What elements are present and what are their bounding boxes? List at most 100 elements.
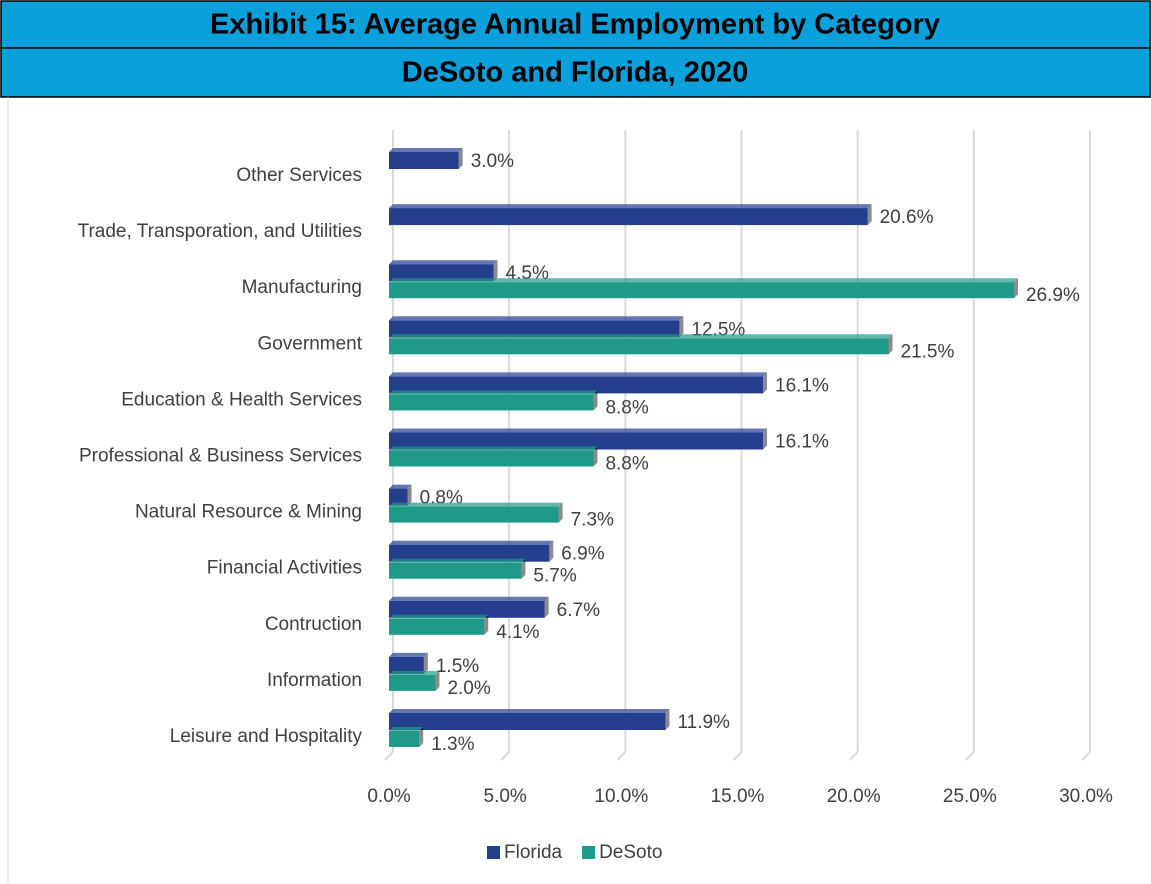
- bar-top: [389, 334, 893, 339]
- value-label: 16.1%: [775, 375, 829, 396]
- bar: [389, 562, 522, 579]
- bar: [389, 208, 868, 226]
- bar-top: [389, 502, 563, 507]
- bar-top: [389, 709, 670, 713]
- bar-top: [389, 204, 872, 209]
- grid-base: [616, 751, 627, 761]
- bar-top: [389, 390, 598, 395]
- bar-top: [389, 596, 549, 601]
- value-label: 26.9%: [1026, 285, 1080, 306]
- bar: [389, 320, 680, 338]
- bar-top: [389, 727, 424, 731]
- bar-top: [389, 652, 428, 657]
- y-tick-label: Contruction: [265, 614, 362, 635]
- bar-top: [389, 372, 768, 377]
- grid-base: [384, 751, 394, 761]
- bar-cap: [558, 502, 563, 523]
- y-tick-label: Trade, Transporation, and Utilities: [78, 221, 362, 242]
- bar-cap: [763, 372, 768, 394]
- value-label: 20.6%: [880, 207, 934, 228]
- bar-top: [389, 540, 554, 545]
- bar-cap: [549, 540, 554, 562]
- bar-top: [389, 278, 1018, 283]
- bar: [389, 618, 485, 635]
- y-tick-label: Education & Health Services: [121, 389, 362, 410]
- y-tick-label: Government: [257, 333, 362, 354]
- value-label: 21.5%: [901, 341, 955, 362]
- bar-cap: [423, 652, 428, 674]
- bar-top: [389, 446, 598, 451]
- value-label: 1.3%: [431, 734, 474, 755]
- bar-cap: [544, 596, 549, 618]
- bar-top: [389, 484, 412, 489]
- value-label: 8.8%: [605, 397, 648, 418]
- bar-cap: [419, 727, 424, 747]
- x-tick-label: 15.0%: [711, 786, 765, 807]
- grid-base: [965, 751, 975, 761]
- bar-top: [389, 148, 463, 152]
- grid-base: [732, 751, 743, 761]
- bar-cap: [665, 709, 670, 730]
- bar: [389, 506, 559, 523]
- title-band: [0, 0, 1151, 49]
- bar: [389, 731, 420, 747]
- grid-base: [848, 751, 859, 761]
- x-tick-label: 5.0%: [484, 786, 527, 807]
- grid-base: [1081, 751, 1091, 761]
- bar: [389, 488, 408, 506]
- bar-top: [389, 614, 489, 619]
- value-label: 6.9%: [561, 544, 604, 565]
- y-tick-label: Leisure and Hospitality: [170, 726, 363, 747]
- bar: [389, 282, 1014, 299]
- bar: [389, 338, 889, 355]
- bar-top: [389, 428, 768, 433]
- bar: [389, 432, 764, 450]
- value-label: 16.1%: [775, 432, 829, 453]
- bar-cap: [763, 428, 768, 450]
- bar: [389, 713, 666, 730]
- bar: [389, 656, 424, 674]
- x-tick-label: 10.0%: [594, 786, 648, 807]
- bar-cap: [521, 558, 526, 579]
- bar-cap: [867, 204, 872, 226]
- value-label: 4.1%: [496, 622, 539, 643]
- x-tick-label: 0.0%: [367, 786, 410, 807]
- y-tick-label: Other Services: [236, 165, 362, 186]
- value-label: 5.7%: [533, 566, 576, 587]
- x-tick-label: 20.0%: [827, 786, 881, 807]
- value-label: 8.8%: [605, 454, 648, 475]
- bar-top: [389, 260, 498, 265]
- bar-cap: [484, 614, 489, 635]
- bar: [389, 600, 545, 618]
- subtitle-band: [0, 47, 1151, 98]
- value-label: 2.0%: [447, 678, 490, 699]
- value-label: 3.0%: [471, 151, 514, 172]
- legend-label: Florida: [504, 842, 563, 863]
- bar: [389, 450, 594, 467]
- x-tick-label: 25.0%: [943, 786, 997, 807]
- bar-cap: [1013, 278, 1018, 299]
- y-tick-label: Manufacturing: [242, 277, 362, 298]
- bar-cap: [593, 446, 598, 467]
- bar-cap: [593, 390, 598, 411]
- bar-top: [389, 670, 440, 675]
- bar-cap: [679, 316, 684, 338]
- value-label: 1.5%: [436, 656, 479, 677]
- grid-base: [500, 751, 510, 761]
- bar: [389, 674, 436, 691]
- chart-subtitle: DeSoto and Florida, 2020: [402, 57, 748, 89]
- bar-cap: [493, 260, 498, 282]
- y-tick-label: Information: [267, 670, 362, 691]
- bar: [389, 264, 494, 282]
- chart-title: Exhibit 15: Average Annual Employment by…: [210, 9, 940, 41]
- y-tick-label: Financial Activities: [207, 558, 362, 579]
- legend-swatch: [582, 846, 596, 859]
- y-tick-label: Professional & Business Services: [79, 446, 362, 467]
- y-tick-label: Natural Resource & Mining: [135, 502, 362, 523]
- legend-swatch: [487, 846, 500, 859]
- value-label: 6.7%: [557, 600, 600, 621]
- bar-top: [389, 316, 684, 321]
- bar-top: [389, 558, 526, 563]
- bar: [389, 394, 594, 411]
